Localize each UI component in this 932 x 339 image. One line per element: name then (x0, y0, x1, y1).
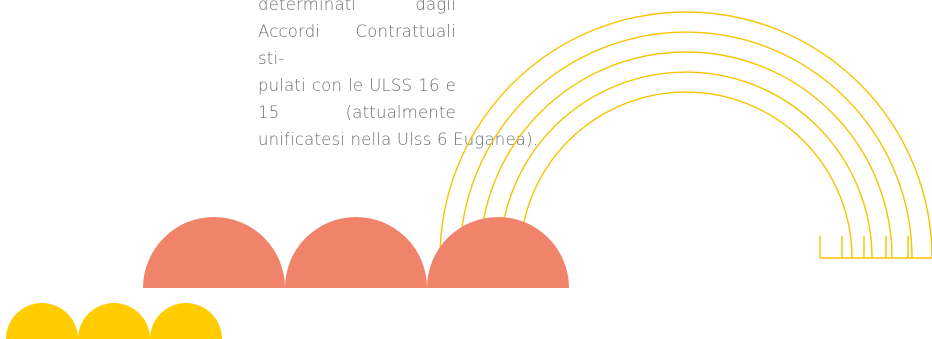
rainbow-arc-2 (459, 31, 913, 259)
salmon-semicircle-1 (143, 217, 285, 288)
rainbow-arcs (439, 11, 932, 259)
paragraph-line-1: determinati dagli Accordi Contrattuali s… (258, 0, 456, 68)
salmon-semicircle-3 (427, 217, 569, 288)
yellow-semicircle-3 (150, 303, 222, 339)
paragraph-line-2: pulati con le ULSS 16 e 15 (attualmente (258, 76, 456, 122)
yellow-semicircle-1 (6, 303, 78, 339)
rainbow-arc-4 (499, 71, 873, 259)
rainbow-arc-3 (479, 51, 893, 259)
yellow-semicircles (6, 303, 222, 339)
salmon-semicircle-2 (285, 217, 427, 288)
salmon-semicircles (143, 217, 569, 288)
yellow-semicircle-2 (78, 303, 150, 339)
rainbow-arc-1 (439, 11, 932, 259)
rainbow-arc-5 (519, 91, 853, 259)
